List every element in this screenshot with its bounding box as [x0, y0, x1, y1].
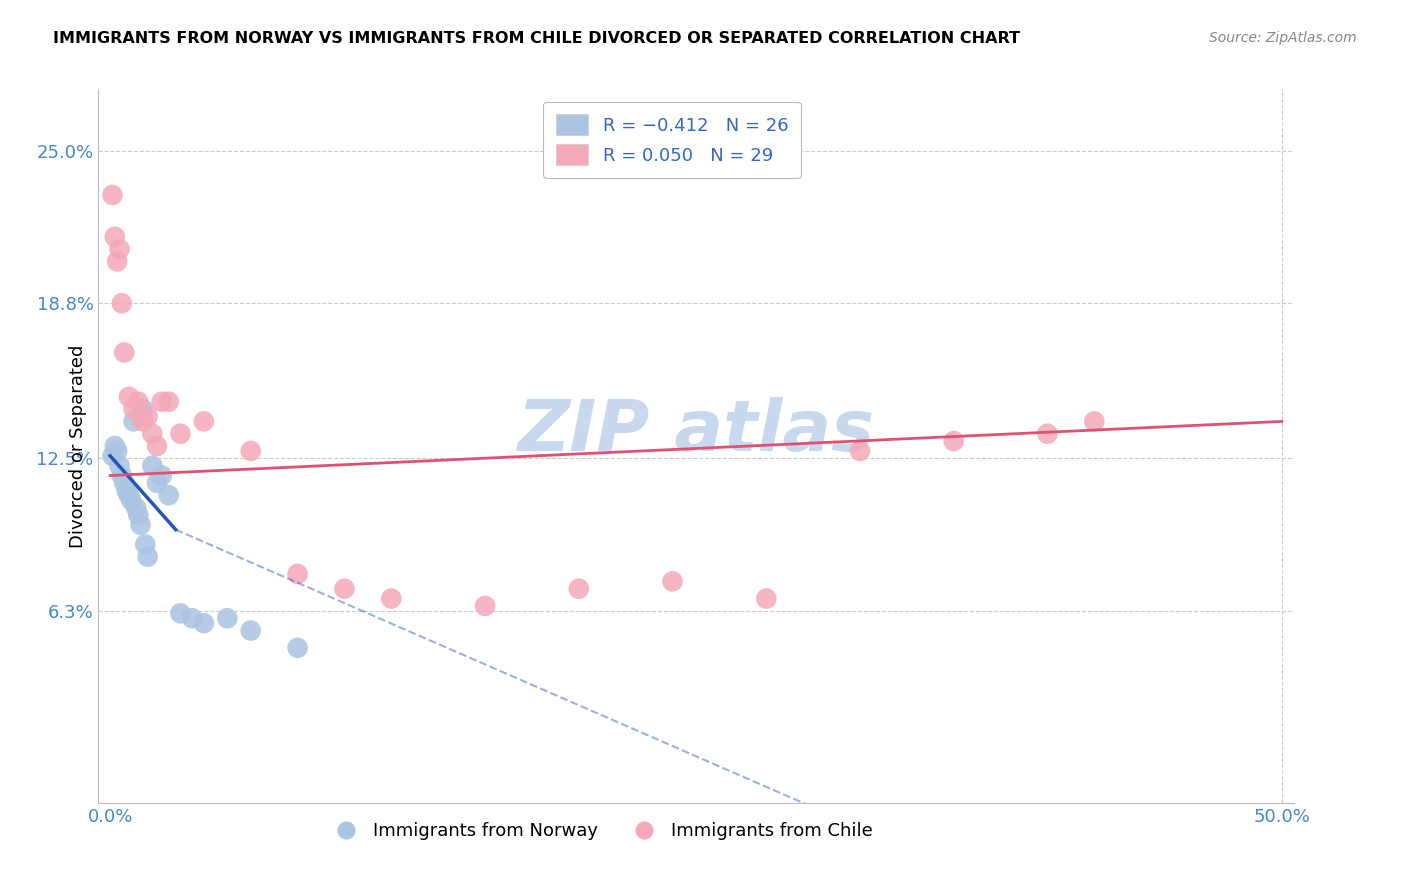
Point	[120, 493, 142, 508]
Point	[141, 458, 163, 473]
Point	[125, 500, 148, 515]
Point	[111, 296, 134, 310]
Point	[169, 607, 191, 621]
Point	[193, 616, 215, 631]
Point	[115, 483, 138, 498]
Point	[108, 458, 131, 473]
Text: Source: ZipAtlas.com: Source: ZipAtlas.com	[1209, 31, 1357, 45]
Point	[134, 537, 156, 551]
Point	[104, 439, 127, 453]
Point	[150, 468, 173, 483]
Point	[1036, 426, 1059, 441]
Point	[122, 414, 145, 428]
Y-axis label: Divorced or Separated: Divorced or Separated	[69, 344, 87, 548]
Point	[112, 345, 135, 359]
Point	[129, 517, 152, 532]
Point	[105, 444, 128, 458]
Point	[132, 414, 155, 428]
Point	[141, 426, 163, 441]
Point	[132, 402, 155, 417]
Point	[217, 611, 239, 625]
Point	[127, 394, 149, 409]
Point	[101, 449, 124, 463]
Text: IMMIGRANTS FROM NORWAY VS IMMIGRANTS FROM CHILE DIVORCED OR SEPARATED CORRELATIO: IMMIGRANTS FROM NORWAY VS IMMIGRANTS FRO…	[53, 31, 1021, 46]
Point	[193, 414, 215, 428]
Point	[380, 591, 402, 606]
Point	[112, 475, 135, 490]
Text: ZIP atlas: ZIP atlas	[517, 397, 875, 467]
Point	[157, 488, 180, 502]
Point	[118, 390, 141, 404]
Legend: Immigrants from Norway, Immigrants from Chile: Immigrants from Norway, Immigrants from …	[321, 815, 880, 847]
Point	[136, 409, 159, 424]
Point	[101, 188, 124, 202]
Point	[127, 508, 149, 522]
Point	[104, 230, 127, 244]
Point	[1083, 414, 1105, 428]
Point	[136, 549, 159, 564]
Point	[118, 488, 141, 502]
Point	[111, 468, 134, 483]
Point	[181, 611, 204, 625]
Point	[287, 566, 309, 581]
Point	[661, 574, 683, 589]
Point	[169, 426, 191, 441]
Point	[239, 624, 262, 638]
Point	[239, 444, 262, 458]
Point	[849, 444, 872, 458]
Point	[122, 402, 145, 417]
Point	[568, 582, 591, 596]
Point	[150, 394, 173, 409]
Point	[333, 582, 356, 596]
Point	[146, 475, 169, 490]
Point	[105, 254, 128, 268]
Point	[146, 439, 169, 453]
Point	[287, 640, 309, 655]
Point	[108, 242, 131, 256]
Point	[157, 394, 180, 409]
Point	[942, 434, 965, 448]
Point	[755, 591, 778, 606]
Point	[474, 599, 496, 613]
